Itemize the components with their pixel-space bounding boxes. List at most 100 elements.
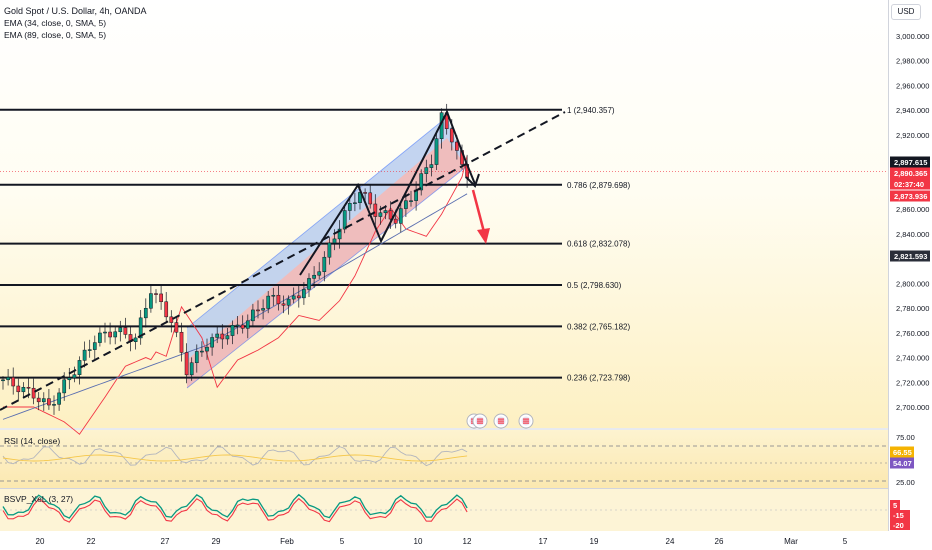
candle-body	[220, 333, 225, 340]
fib-level-label: 0.618 (2,832.078)	[567, 240, 630, 249]
candle-body	[419, 173, 424, 191]
candle-body	[424, 167, 429, 174]
rsi-value-box[interactable]	[890, 446, 914, 458]
candle-body	[154, 293, 158, 295]
event-flag-icon[interactable]	[518, 413, 534, 429]
candle-body	[67, 377, 72, 381]
bsvp-value-text: -20	[893, 521, 904, 530]
channel-lower-line[interactable]	[186, 166, 467, 389]
candle-body	[57, 392, 61, 405]
bsvp-buy-line	[2, 493, 468, 519]
bsvp-axis[interactable]: 5-15-20	[890, 500, 910, 530]
rsi-tick-label: 25.00	[896, 478, 915, 487]
time-axis[interactable]: 20 22 27 29 Feb 5 10 12 17 19 24 26 Mar 5	[36, 537, 848, 546]
candle-body	[11, 377, 16, 387]
price-tick-label: 2,980.000	[896, 57, 929, 66]
wave-pattern-path[interactable]	[299, 109, 476, 276]
candle-body	[52, 404, 56, 406]
time-tick-label: 26	[715, 537, 724, 546]
bsvp-value-box[interactable]	[890, 500, 900, 510]
ema-lines	[2, 155, 468, 435]
candle-body	[378, 212, 383, 217]
rsi-axis[interactable]: 75.00 25.00 66.55 54.07	[890, 433, 915, 487]
time-tick-label: 10	[414, 537, 423, 546]
candle-body	[353, 202, 357, 204]
time-axis-background	[0, 531, 888, 550]
candle-body	[251, 309, 255, 322]
price-label-text: 2,890.365	[894, 169, 927, 178]
candle-body	[429, 164, 434, 168]
bsvp-value-box[interactable]	[890, 510, 910, 520]
fib-level-label: 1 (2,940.357)	[567, 106, 615, 115]
channel-upper-line[interactable]	[186, 116, 448, 329]
candle-body	[383, 210, 388, 214]
time-tick-label: Feb	[280, 537, 294, 546]
candle-body	[31, 387, 36, 399]
bsvp-value-text: -15	[893, 511, 904, 520]
price-label-text: 02:37:40	[894, 180, 924, 189]
candle-body	[266, 295, 271, 309]
candle-body	[404, 200, 408, 209]
candle-body	[159, 293, 163, 303]
candle-body	[256, 309, 260, 312]
rsi-value-box[interactable]	[890, 457, 914, 469]
price-label-box[interactable]	[890, 167, 930, 179]
event-markers[interactable]	[466, 413, 534, 429]
candle-body	[62, 379, 67, 394]
candle-body	[82, 349, 87, 361]
price-tick-label: 2,800.000	[896, 279, 929, 288]
candle-body	[363, 192, 367, 194]
candle-body	[200, 350, 204, 353]
time-tick-label: 20	[36, 537, 45, 546]
ema-34-legend[interactable]: EMA (34, close, 0, SMA, 5)	[4, 18, 107, 28]
time-tick-label: 27	[161, 537, 170, 546]
time-tick-label: 24	[666, 537, 675, 546]
candle-body	[189, 362, 194, 376]
candle-body	[164, 301, 169, 318]
ema-89-legend[interactable]: EMA (89, close, 0, SMA, 5)	[4, 30, 107, 40]
candle-body	[291, 295, 296, 300]
candle-body	[133, 337, 138, 342]
candle-body	[6, 377, 10, 381]
dashed-trendline[interactable]	[0, 111, 566, 411]
bsvp-value-box[interactable]	[890, 520, 910, 530]
candle-body	[409, 200, 413, 202]
candle-body	[174, 322, 179, 333]
rsi-legend[interactable]: RSI (14, close)	[4, 436, 61, 446]
rsi-value-text: 66.55	[893, 448, 912, 457]
price-label-text: 2,821.593	[894, 252, 927, 261]
price-axis[interactable]: 3,000.000 2,980.000 2,960.000 2,940.000 2,92…	[890, 32, 930, 412]
candle-body	[16, 385, 21, 393]
fib-level-label: 0.382 (2,765.182)	[567, 322, 630, 331]
time-tick-label: 12	[463, 537, 472, 546]
symbol-title[interactable]: Gold Spot / U.S. Dollar, 4h, OANDA	[4, 6, 147, 16]
projection-arrow-line[interactable]	[471, 189, 486, 233]
bsvp-lines	[2, 493, 468, 523]
fibonacci-levels[interactable]: 1 (2,940.357) 0.786 (2,879.698) 0.618 (2,8…	[0, 106, 630, 383]
event-flag-icon[interactable]	[493, 413, 509, 429]
candle-body	[455, 141, 459, 151]
bsvp-legend[interactable]: BSVP_XeL (3, 27)	[4, 494, 74, 504]
currency-selector[interactable]: USD	[891, 4, 921, 20]
time-tick-label: 5	[843, 537, 848, 546]
candle-body	[322, 256, 327, 272]
price-tick-label: 2,960.000	[896, 81, 929, 90]
candle-body	[332, 238, 337, 244]
candle-body	[1, 379, 5, 382]
price-tick-label: 2,840.000	[896, 230, 929, 239]
price-label-box[interactable]	[890, 250, 930, 262]
candle-body	[276, 294, 281, 305]
price-label-box[interactable]	[890, 178, 930, 190]
candle-body	[123, 327, 128, 335]
rsi-tick-label: 75.00	[896, 433, 915, 442]
price-label-box[interactable]	[890, 190, 930, 202]
candle-body	[296, 295, 301, 299]
price-label-box[interactable]	[890, 156, 930, 168]
fib-level-label: 0.786 (2,879.698)	[567, 181, 630, 190]
candle-body	[21, 386, 26, 393]
event-flag-icon[interactable]	[472, 413, 488, 429]
wave-arrowhead	[465, 173, 480, 188]
candle-body	[327, 242, 332, 258]
candle-body	[103, 331, 107, 334]
